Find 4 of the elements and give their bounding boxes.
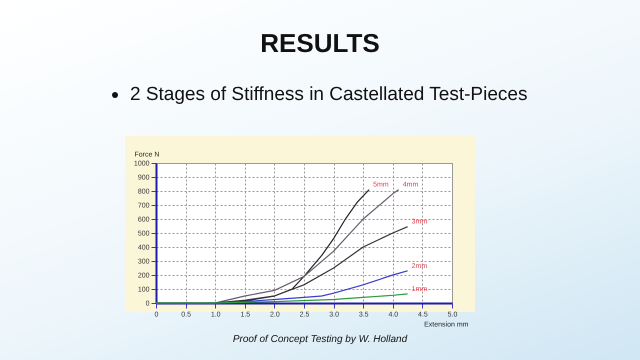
- chart-title: RESULTS: [259, 28, 381, 59]
- text: Proof of Concept Testing by W. Holland: [232, 334, 408, 345]
- chart-subtitle: 2 Stages of Stiffness in Castellated Test-Pieces: [130, 84, 528, 105]
- line-series: [155, 293, 408, 304]
